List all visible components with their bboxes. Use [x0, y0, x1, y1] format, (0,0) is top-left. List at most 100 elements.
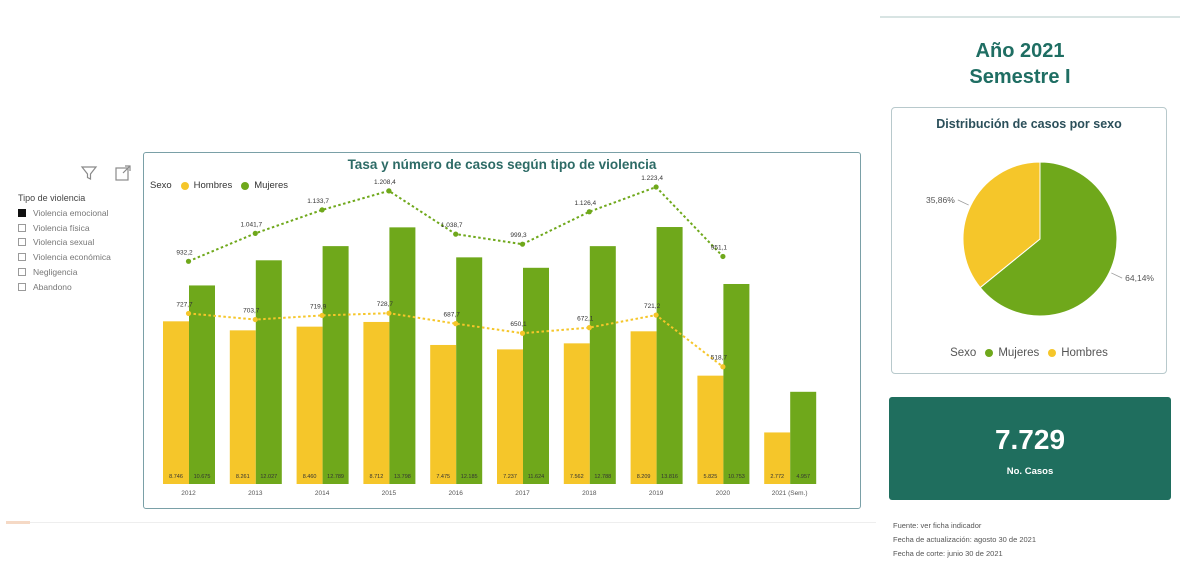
line-data-label: 703,7 — [243, 308, 260, 315]
line-point — [653, 312, 659, 318]
bar-mujeres — [389, 227, 416, 485]
line-point — [586, 209, 592, 215]
bar-mujeres — [589, 246, 616, 484]
slicer-item-abandono[interactable]: Abandono — [18, 281, 72, 293]
line-point — [319, 312, 325, 319]
slicer-item-label: Negligencia — [33, 267, 78, 277]
line-data-label: 1.041,7 — [240, 221, 262, 228]
line-point — [185, 310, 192, 317]
slicer-item-label: Violencia física — [33, 223, 90, 233]
x-tick-label: 2021 (Sem.) — [772, 490, 808, 497]
slicer-item-fisica[interactable]: Violencia física — [18, 222, 90, 234]
bar-data-label: 8.261 — [236, 474, 250, 480]
slicer-item-label: Violencia emocional — [33, 208, 109, 218]
line-point — [519, 330, 526, 336]
line-data-label: 1.126,4 — [574, 200, 596, 207]
bar-data-label: 5.825 — [704, 474, 718, 480]
legend-swatch-hombres — [1048, 349, 1057, 357]
x-tick-label: 2018 — [582, 490, 597, 497]
bar-data-label: 8.712 — [370, 474, 384, 480]
checkbox[interactable] — [18, 268, 26, 276]
bar-data-label: 12.027 — [260, 474, 277, 480]
divider — [880, 16, 1180, 18]
divider-accent — [6, 521, 30, 524]
period-title: Año 2021 Semestre I — [880, 38, 1160, 90]
line-data-label: 728,7 — [377, 301, 394, 308]
line-data-label: 1.038,7 — [441, 222, 463, 229]
bar-hombres — [563, 343, 590, 484]
line-point — [386, 188, 392, 194]
line-data-label: 672,1 — [577, 316, 594, 323]
bar-data-label: 12.185 — [461, 474, 478, 480]
bar-mujeres — [456, 257, 483, 484]
line-data-label: 518,7 — [711, 355, 728, 362]
checkbox[interactable] — [18, 209, 26, 217]
line-point — [185, 258, 192, 264]
legend-swatch-hombres — [180, 181, 189, 190]
bar-data-label: 4.957 — [796, 474, 810, 480]
bar-mujeres — [790, 391, 817, 484]
semester-label: Semestre I — [969, 66, 1071, 88]
line-data-label: 727,7 — [176, 301, 193, 308]
pie-data-label: 64,14% — [1125, 273, 1154, 283]
bar-mujeres — [255, 260, 282, 484]
line-data-label: 932,2 — [176, 249, 193, 256]
checkbox[interactable] — [18, 253, 26, 261]
bar-hombres — [430, 344, 457, 484]
x-tick-label: 2012 — [181, 490, 196, 497]
checkbox[interactable] — [18, 238, 26, 246]
divider — [6, 522, 876, 523]
pie-slice-hombres — [962, 161, 1041, 289]
filter-icon[interactable] — [80, 164, 98, 182]
line-point — [319, 207, 325, 213]
bar-mujeres — [723, 283, 750, 484]
bar-data-label: 2.772 — [770, 474, 784, 480]
line-data-label: 999,3 — [510, 232, 527, 239]
bar-data-label: 8.460 — [303, 474, 317, 480]
slicer-item-emocional[interactable]: Violencia emocional — [18, 207, 108, 219]
line-data-label: 1.133,7 — [307, 198, 329, 205]
slicer-item-label: Abandono — [33, 282, 72, 292]
x-tick-label: 2013 — [248, 490, 263, 497]
kpi-card — [889, 397, 1171, 500]
legend-item-mujeres[interactable]: Mujeres — [254, 180, 288, 191]
pie-legend-hombres[interactable]: Hombres — [1061, 347, 1108, 359]
legend-item-hombres[interactable]: Hombres — [193, 180, 233, 191]
bar-hombres — [363, 321, 390, 484]
line-point — [586, 325, 592, 331]
slicer-item-sexual[interactable]: Violencia sexual — [18, 236, 94, 248]
checkbox[interactable] — [18, 224, 26, 232]
bar-hombres — [764, 432, 791, 484]
slicer-item-economica[interactable]: Violencia económica — [18, 251, 111, 263]
line-data-label: 1.208,4 — [374, 179, 396, 186]
bar-data-label: 12.788 — [594, 474, 611, 480]
x-tick-label: 2020 — [716, 490, 731, 497]
pie-title: Distribución de casos por sexo — [936, 117, 1122, 131]
bar-data-label: 8.209 — [637, 474, 651, 480]
slicer-item-label: Violencia económica — [33, 252, 111, 262]
pie-slice-mujeres — [979, 161, 1118, 317]
x-tick-label: 2014 — [315, 490, 330, 497]
line-data-label: 650,1 — [510, 321, 527, 328]
line-data-label: 1.223,4 — [641, 175, 663, 182]
line-data-label: 719,9 — [310, 303, 327, 310]
bar-data-label: 10.675 — [194, 474, 211, 480]
pie-legend-mujeres[interactable]: Mujeres — [998, 347, 1040, 359]
pie-card — [891, 107, 1167, 374]
bar-data-label: 7.237 — [503, 474, 517, 480]
slicer-item-negligencia[interactable]: Negligencia — [18, 266, 77, 278]
bar-mujeres — [322, 246, 349, 484]
line-point — [386, 310, 392, 316]
line-point — [252, 230, 258, 236]
focus-mode-icon[interactable] — [114, 164, 132, 182]
bar-data-label: 13.798 — [394, 474, 411, 480]
x-tick-label: 2017 — [515, 490, 530, 497]
bar-data-label: 7.475 — [436, 474, 450, 480]
bar-hombres — [296, 326, 323, 484]
checkbox[interactable] — [18, 283, 26, 291]
footnote-cutoff: Fecha de corte: junio 30 de 2021 — [893, 549, 1003, 558]
bar-data-label: 7.562 — [570, 474, 584, 480]
line-data-label: 721,2 — [644, 303, 661, 310]
line-data-label: 951,1 — [711, 244, 728, 251]
